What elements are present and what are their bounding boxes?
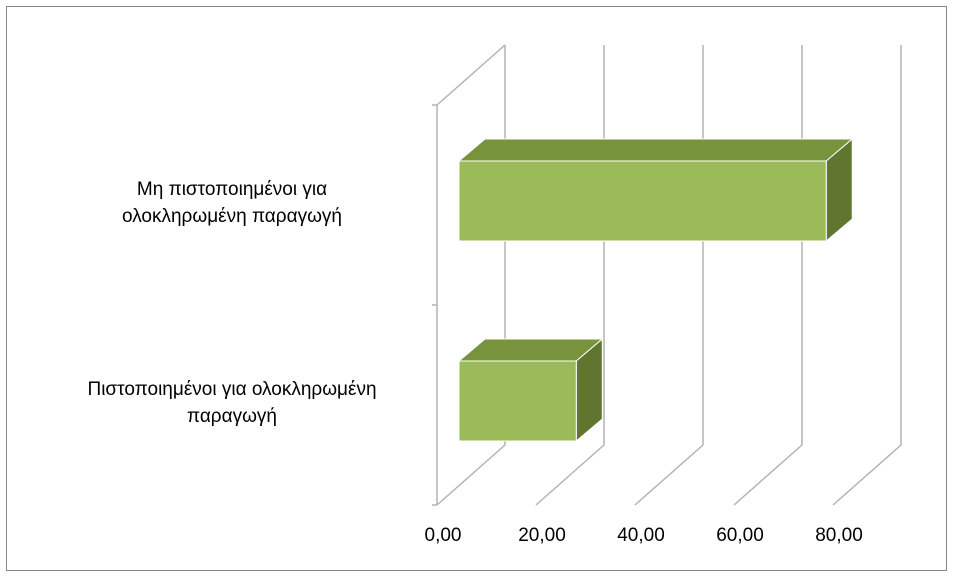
category-label: Μη πιστοποιημένοι για ολοκληρωμένη παραγω… <box>122 179 342 227</box>
x-tick-label: 20,00 <box>518 525 566 546</box>
bar-top <box>457 138 854 162</box>
floor-gridline <box>535 444 605 506</box>
side-wall-top <box>436 44 506 106</box>
bar <box>457 137 854 243</box>
x-tick-label: 80,00 <box>815 525 863 546</box>
floor-gridline <box>634 444 704 506</box>
x-tick-label: 60,00 <box>716 525 764 546</box>
bar <box>457 337 604 443</box>
floor-gridline <box>436 444 506 506</box>
bar-front <box>458 160 827 242</box>
floor-gridline <box>832 444 902 506</box>
x-tick-label: 0,00 <box>425 525 462 546</box>
bars <box>457 137 854 443</box>
chart-frame <box>6 6 947 571</box>
category-label: Πιστοποιημένοι για ολοκληρωμένη παραγωγή <box>87 379 376 427</box>
floor-gridline <box>733 444 803 506</box>
labels: Μη πιστοποιημένοι για ολοκληρωμένη παραγω… <box>87 179 862 546</box>
bar-front <box>458 360 577 442</box>
x-tick-label: 40,00 <box>617 525 665 546</box>
